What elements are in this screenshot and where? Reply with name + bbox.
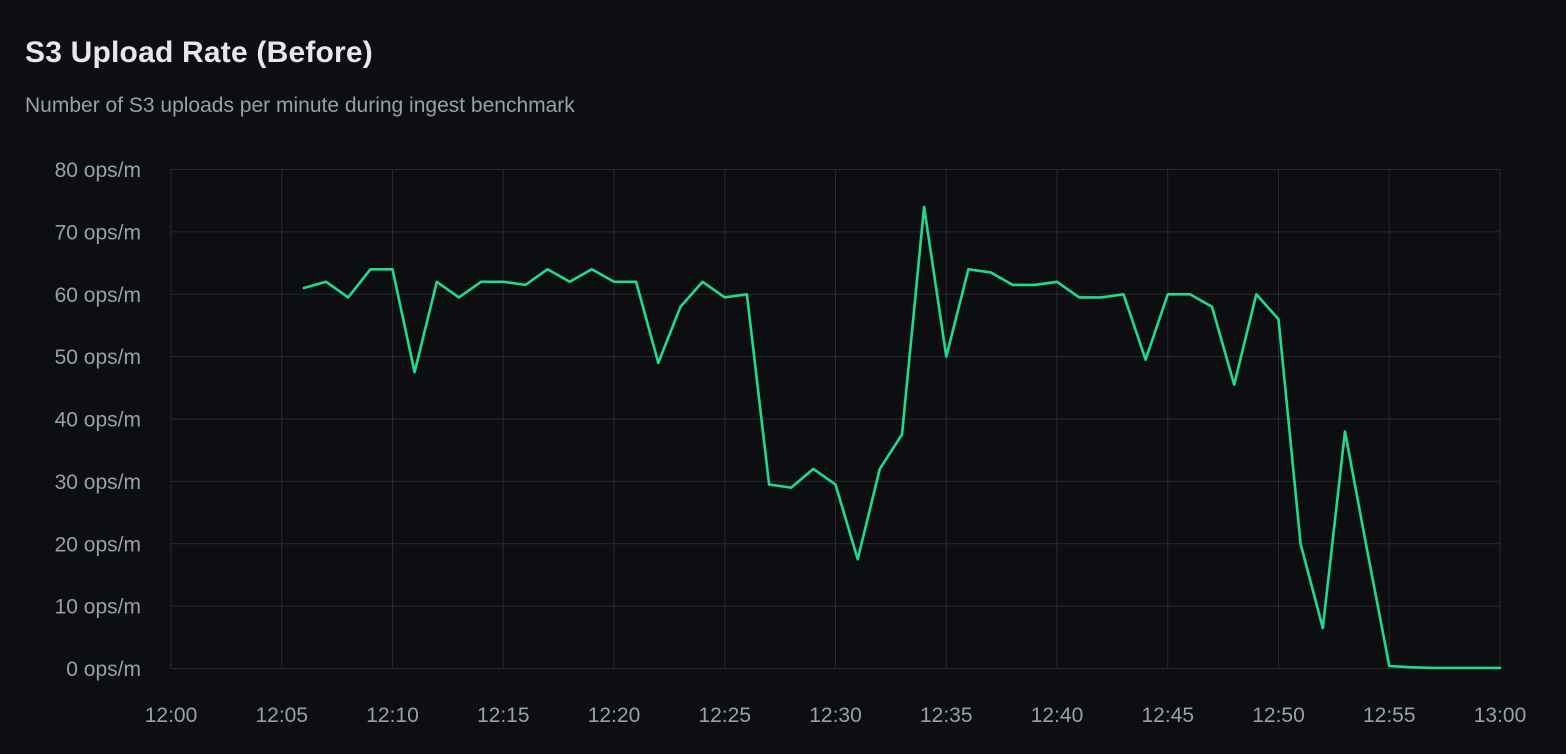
panel-title: S3 Upload Rate (Before)	[25, 36, 373, 69]
y-tick-label: 30 ops/m	[55, 471, 141, 494]
x-tick-label: 12:10	[366, 704, 419, 727]
series-group	[302, 205, 1502, 670]
x-tick-label: 12:45	[1141, 704, 1194, 727]
y-tick-label: 70 ops/m	[55, 221, 141, 244]
y-tick-label: 20 ops/m	[55, 533, 141, 556]
y-tick-label: 0 ops/m	[66, 658, 141, 681]
x-tick-label: 12:50	[1252, 704, 1305, 727]
x-tick-label: 12:05	[255, 704, 308, 727]
y-tick-label: 10 ops/m	[55, 596, 141, 619]
y-tick-label: 50 ops/m	[55, 346, 141, 369]
x-tick-label: 12:35	[920, 704, 973, 727]
x-tick-label: 12:20	[588, 704, 641, 727]
y-tick-label: 40 ops/m	[55, 409, 141, 432]
series-line-s3-upload-rate	[302, 205, 1502, 670]
x-tick-label: 12:25	[698, 704, 751, 727]
grid-lines	[170, 169, 1501, 669]
x-tick-label: 12:30	[809, 704, 862, 727]
y-tick-label: 60 ops/m	[55, 284, 141, 307]
y-tick-label: 80 ops/m	[55, 159, 141, 182]
panel-subtitle: Number of S3 uploads per minute during i…	[25, 94, 575, 117]
axis-labels: 0 ops/m 10 ops/m 20 ops/m 30 ops/m 40 ops/m 5…	[55, 159, 1527, 727]
plot-area[interactable]	[171, 170, 1500, 669]
x-tick-label: 12:15	[477, 704, 530, 727]
x-tick-label: 12:40	[1031, 704, 1084, 727]
x-tick-label: 12:00	[145, 704, 198, 727]
x-tick-label: 13:00	[1474, 704, 1527, 727]
x-tick-label: 12:55	[1363, 704, 1416, 727]
